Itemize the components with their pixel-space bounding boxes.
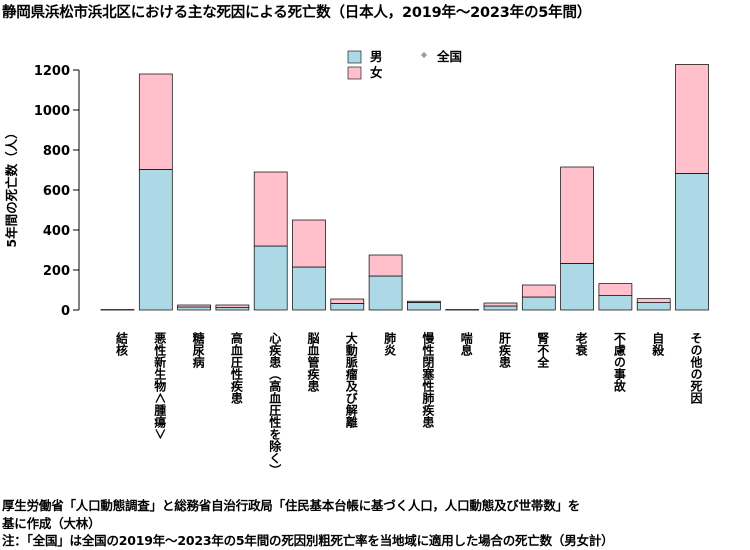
stacked-bar-chart: 0 200 400 600 800 1000 1200 結核 悪性新生物＜腫瘍＞ 糖尿病 高血圧性…	[4, 49, 709, 476]
bar-segment-female	[330, 298, 365, 304]
bar-segment-female	[521, 284, 556, 298]
bar-segment-male	[407, 302, 441, 311]
legend-label-male: 男	[370, 49, 383, 64]
bar-segment-male	[215, 307, 250, 311]
legend-label-national: 全国	[436, 49, 462, 64]
bar-segment-female	[138, 73, 173, 170]
note-line-2: 基に作成（大林）	[2, 515, 101, 531]
bar-segment-male	[521, 296, 556, 311]
y-tick-label: 600	[43, 184, 70, 199]
y-tick-label: 800	[43, 144, 70, 159]
note-line-3: 注：「全国」は全国の2019年～2023年の5年間の死因別粗死亡率を当地域に適用…	[2, 533, 614, 548]
bar-segment-female	[560, 166, 594, 264]
x-category-label: 心疾患（高血圧性を除く）	[268, 332, 282, 476]
bar-segment-female	[598, 283, 633, 296]
bar-segment-male	[636, 302, 671, 311]
x-axis-labels: 結核 悪性新生物＜腫瘍＞ 糖尿病 高血圧性疾患 心疾患（高血圧性を除く） 脳血管疾患 大動脈…	[115, 331, 704, 476]
y-tick-label: 1000	[34, 104, 70, 119]
x-category-label: 不慮の事故	[612, 332, 626, 393]
x-category-label: 悪性新生物＜腫瘍＞	[153, 332, 167, 440]
x-category-label: 高血圧性疾患	[229, 331, 243, 405]
bar-segment-male	[253, 245, 288, 311]
bar-segment-female	[215, 304, 250, 308]
x-category-label: その他の死因	[689, 332, 703, 405]
y-axis: 0 200 400 600 800 1000 1200	[34, 64, 80, 319]
bar-segment-male	[560, 263, 594, 311]
x-category-label: 腎不全	[536, 331, 550, 369]
x-category-label: 自殺	[651, 331, 665, 357]
y-tick-label: 200	[43, 264, 70, 279]
chart-title: 静岡県浜松市浜北区における主な死因による死亡数（日本人，2019年～2023年の…	[2, 5, 592, 21]
legend-swatch-male	[347, 50, 362, 64]
bar-segment-male	[483, 305, 518, 311]
bar-segment-male	[330, 303, 365, 311]
bar-segment-male	[598, 295, 633, 311]
x-category-label: 肝疾患	[498, 331, 512, 369]
y-axis-label: 5年間の死亡数（人）	[4, 126, 19, 247]
bar-segment-female	[177, 304, 211, 308]
bars	[100, 64, 709, 311]
x-category-label: 喘息	[459, 331, 473, 357]
x-category-label: 肺炎	[383, 331, 397, 356]
bar-segment-male	[675, 173, 709, 311]
legend: 男 女 全国	[347, 49, 462, 80]
x-category-label: 慢性閉塞性肺疾患	[421, 331, 435, 429]
bar-segment-male	[292, 266, 326, 311]
y-tick-label: 400	[43, 224, 70, 239]
bar-segment-male	[138, 169, 173, 311]
legend-swatch-female	[347, 66, 362, 80]
national-diamond-icon	[421, 52, 427, 58]
bar-segment-female	[483, 302, 518, 307]
note-line-1: 厚生労働省「人口動態調査」と総務省自治行政局「住民基本台帳に基づく人口，人口動態…	[2, 498, 581, 513]
bar-segment-male	[368, 275, 403, 311]
bar-segment-female	[636, 298, 671, 303]
bar-segment-female	[407, 300, 441, 303]
legend-label-female: 女	[370, 65, 383, 80]
y-tick-label: 0	[61, 304, 70, 319]
x-category-label: 結核	[115, 331, 129, 357]
bar-segment-male	[177, 306, 211, 311]
x-category-label: 老衰	[574, 331, 588, 357]
source-notes: 厚生労働省「人口動態調査」と総務省自治行政局「住民基本台帳に基づく人口，人口動態…	[2, 497, 614, 550]
x-category-label: 大動脈瘤及び解離	[344, 331, 358, 429]
y-tick-label: 1200	[34, 64, 70, 79]
bar-segment-female	[675, 64, 709, 174]
x-category-label: 糖尿病	[191, 331, 205, 369]
bar-segment-female	[292, 219, 326, 268]
x-category-label: 脳血管疾患	[306, 331, 320, 393]
bar-segment-female	[368, 254, 403, 277]
bar-segment-female	[253, 171, 288, 247]
